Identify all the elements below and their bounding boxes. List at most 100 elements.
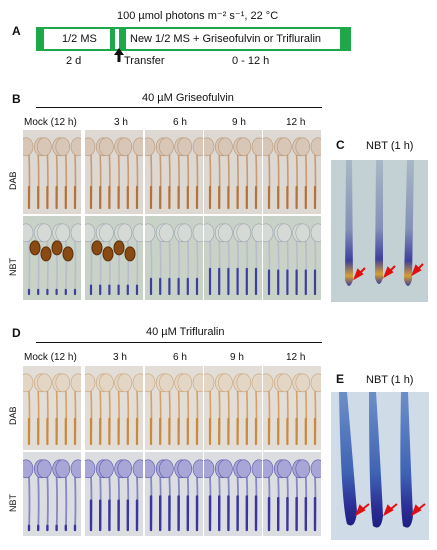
b-photo-nbt-0 — [23, 216, 81, 300]
seedling-cotyledon — [23, 373, 34, 393]
d-photo-dab-3 — [204, 366, 262, 450]
seedling-root — [28, 474, 31, 531]
seedling-cotyledon — [177, 459, 193, 479]
panel-d-treatment: 40 µM Trifluralin — [146, 326, 225, 338]
d-col-label: 6 h — [173, 352, 187, 363]
d-seedlings — [204, 459, 262, 532]
seedling-cotyledon — [192, 137, 203, 157]
duration-1: 2 d — [66, 55, 82, 67]
d-row-label-nbt: NBT — [8, 494, 18, 512]
d-seedlings — [204, 373, 262, 446]
b-photo-dab-3 — [204, 130, 262, 214]
seedling-cotyledon — [192, 373, 203, 393]
transfer-arrow-icon — [114, 48, 124, 62]
seedling-cotyledon — [70, 373, 81, 393]
seedling-cotyledon — [277, 373, 292, 393]
seedling-cotyledon — [204, 137, 215, 157]
seedling-root — [74, 238, 77, 295]
seedling-cotyledon — [55, 223, 71, 243]
b-seedlings — [145, 137, 203, 210]
timeline-stage1-box — [44, 29, 110, 49]
seedling-cotyledon — [159, 137, 174, 157]
b-row-label-dab: DAB — [8, 171, 18, 190]
seedling-cotyledon — [145, 373, 156, 393]
panel-b-rule — [36, 107, 322, 108]
panel-a-letter: A — [12, 24, 21, 38]
seedling-cotyledon — [23, 137, 34, 157]
d-photo-nbt-4 — [263, 452, 321, 536]
seedling-cotyledon — [204, 373, 215, 393]
seedling-cotyledon — [263, 223, 274, 243]
seed-coat — [124, 246, 136, 262]
timeline-stage2-box — [126, 29, 340, 49]
seedling-cotyledon — [117, 373, 133, 393]
d-seedlings — [263, 459, 321, 532]
timeline-gap — [115, 29, 119, 49]
seedling-cotyledon — [145, 223, 156, 243]
seedling-cotyledon — [236, 137, 252, 157]
seedling-cotyledon — [295, 373, 311, 393]
panel-c-roots — [345, 160, 424, 286]
seedling-cotyledon — [295, 137, 311, 157]
seedling-cotyledon — [85, 137, 96, 157]
seed-coat — [51, 240, 63, 256]
seedling-root — [74, 474, 77, 531]
d-photo-nbt-3 — [204, 452, 262, 536]
seedling-cotyledon — [263, 137, 274, 157]
seedling-cotyledon — [192, 459, 203, 479]
seedling-cotyledon — [251, 373, 262, 393]
d-photo-nbt-0 — [23, 452, 81, 536]
seedling-cotyledon — [159, 459, 174, 479]
seedling-cotyledon — [99, 459, 114, 479]
panel-e-title: NBT (1 h) — [366, 374, 414, 386]
panel-b-treatment: 40 µM Griseofulvin — [142, 92, 234, 104]
seedling-cotyledon — [236, 459, 252, 479]
seedling-cotyledon — [55, 137, 71, 157]
b-col-label: 3 h — [114, 117, 128, 128]
d-photo-dab-0 — [23, 366, 81, 450]
seed-coat — [40, 246, 52, 262]
seedling-cotyledon — [218, 373, 233, 393]
panel-c-photo — [331, 160, 428, 302]
b-seedlings — [204, 137, 262, 210]
seedling-cotyledon — [117, 137, 133, 157]
panel-e-photo — [331, 392, 429, 540]
b-photo-dab-2 — [145, 130, 203, 214]
seedling-cotyledon — [277, 459, 292, 479]
seedling-cotyledon — [70, 137, 81, 157]
seedling-cotyledon — [37, 373, 52, 393]
seedling-cotyledon — [251, 223, 262, 243]
d-seedlings — [145, 373, 203, 446]
d-seedlings — [23, 459, 81, 532]
d-photo-dab-2 — [145, 366, 203, 450]
seedling-cotyledon — [310, 137, 321, 157]
seedling-cotyledon — [159, 373, 174, 393]
seedling-cotyledon — [236, 373, 252, 393]
seedling-root — [28, 238, 31, 295]
seedling-cotyledon — [236, 223, 252, 243]
seedling-cotyledon — [295, 459, 311, 479]
d-photo-nbt-1 — [85, 452, 143, 536]
seedling-root — [55, 474, 58, 531]
seedling-cotyledon — [85, 459, 96, 479]
seed-coat — [29, 240, 41, 256]
d-seedlings — [263, 373, 321, 446]
d-col-label: 3 h — [113, 352, 127, 363]
b-photo-nbt-1 — [85, 216, 143, 300]
seedling-cotyledon — [251, 137, 262, 157]
b-photo-dab-4 — [263, 130, 321, 214]
seedling-root — [37, 474, 40, 531]
b-col-label: 6 h — [173, 117, 187, 128]
transfer-label: Transfer — [124, 55, 165, 67]
b-photo-dab-0 — [23, 130, 81, 214]
d-seedlings — [85, 459, 143, 532]
timeline-stage1-label: 1/2 MS — [62, 33, 97, 45]
seedling-cotyledon — [145, 459, 156, 479]
seedling-cotyledon — [218, 459, 233, 479]
seedling-cotyledon — [99, 223, 114, 243]
seedling-cotyledon — [277, 223, 292, 243]
d-photo-dab-1 — [85, 366, 143, 450]
seedling-cotyledon — [204, 223, 215, 243]
b-row-label-nbt: NBT — [8, 258, 18, 276]
seed-coat — [113, 240, 125, 256]
